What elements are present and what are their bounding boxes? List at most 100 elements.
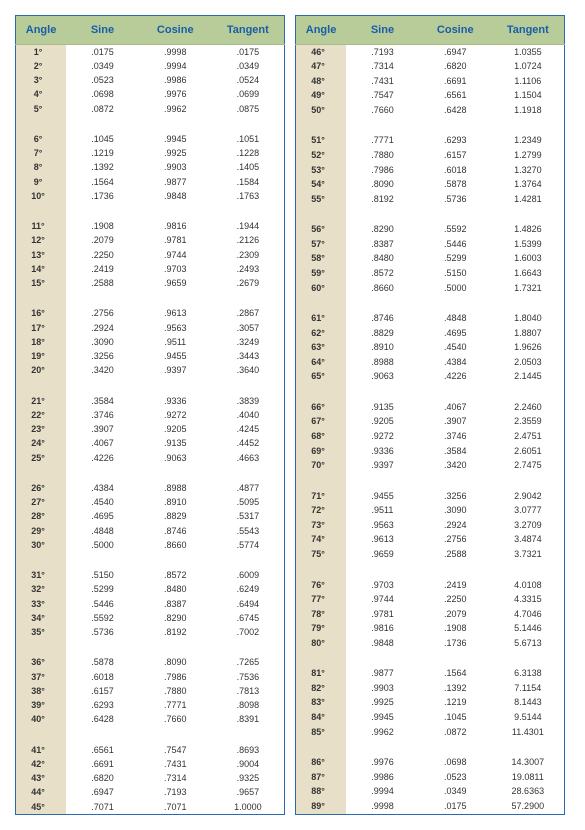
cosine-cell: .8829 [139, 510, 212, 524]
tangent-cell: .5317 [212, 510, 285, 524]
table-row: 52°.7880.61571.2799 [296, 148, 565, 163]
cosine-cell: .9994 [139, 59, 212, 73]
cosine-cell: .3746 [419, 429, 492, 444]
table-row: 37°.6018.7986.7536 [16, 670, 285, 684]
angle-cell: 50° [296, 103, 347, 118]
table-row: 42°.6691.7431.9004 [16, 757, 285, 771]
cosine-cell: .9998 [139, 45, 212, 60]
tangent-cell: 1.8807 [492, 326, 565, 341]
table-row: 73°.9563.29243.2709 [296, 518, 565, 533]
tangent-cell: .2679 [212, 277, 285, 291]
sine-cell: .7986 [346, 163, 419, 178]
cosine-cell: .3256 [419, 489, 492, 504]
sine-cell: .7547 [346, 89, 419, 104]
sine-cell: .9816 [346, 622, 419, 637]
tangent-cell: .7265 [212, 656, 285, 670]
sine-cell: .0872 [66, 102, 139, 116]
table-row: 60°.8660.50001.7321 [296, 281, 565, 296]
tangent-cell: .5774 [212, 538, 285, 552]
table-row: 9°.1564.9877.1584 [16, 175, 285, 189]
cosine-cell: .7314 [139, 772, 212, 786]
cosine-cell: .5000 [419, 281, 492, 296]
cosine-cell: .9659 [139, 277, 212, 291]
tangent-cell: 2.6051 [492, 444, 565, 459]
table-row: 25°.4226.9063.4663 [16, 451, 285, 465]
cosine-cell: .4384 [419, 355, 492, 370]
cosine-cell: .9455 [139, 350, 212, 364]
tangent-cell: 2.3559 [492, 415, 565, 430]
sine-cell: .6293 [66, 699, 139, 713]
cosine-cell: .9986 [139, 74, 212, 88]
tangent-cell: .2309 [212, 248, 285, 262]
angle-cell: 84° [296, 710, 347, 725]
header-cosine: Cosine [139, 16, 212, 45]
tangent-cell: 3.0777 [492, 504, 565, 519]
cosine-cell: .4848 [419, 311, 492, 326]
tangent-cell: 1.0355 [492, 45, 565, 60]
cosine-cell: .1219 [419, 696, 492, 711]
table-row: 13°.2250.9744.2309 [16, 248, 285, 262]
table-row: 56°.8290.55921.4826 [296, 223, 565, 238]
cosine-cell: .8290 [139, 611, 212, 625]
cosine-cell: .7193 [139, 786, 212, 800]
tangent-cell: .4452 [212, 437, 285, 451]
tangent-cell: 1.2349 [492, 134, 565, 149]
angle-cell: 31° [16, 569, 67, 583]
tangent-cell: .5543 [212, 524, 285, 538]
sine-cell: .9744 [346, 592, 419, 607]
angle-cell: 79° [296, 622, 347, 637]
table-row: 6°.1045.9945.1051 [16, 132, 285, 146]
tangent-cell: .0875 [212, 102, 285, 116]
tangent-cell: .6249 [212, 583, 285, 597]
table-row: 49°.7547.65611.1504 [296, 89, 565, 104]
angle-cell: 78° [296, 607, 347, 622]
cosine-cell: .4540 [419, 341, 492, 356]
sine-cell: .1736 [66, 189, 139, 203]
angle-cell: 60° [296, 281, 347, 296]
angle-cell: 14° [16, 262, 67, 276]
sine-cell: .6820 [66, 772, 139, 786]
sine-cell: .5000 [66, 538, 139, 552]
sine-cell: .7771 [346, 134, 419, 149]
sine-cell: .6157 [66, 684, 139, 698]
cosine-cell: .5299 [419, 252, 492, 267]
angle-cell: 61° [296, 311, 347, 326]
cosine-cell: .6947 [419, 45, 492, 60]
angle-cell: 46° [296, 45, 347, 60]
tangent-cell: 1.1504 [492, 89, 565, 104]
tangent-cell: 5.1446 [492, 622, 565, 637]
cosine-cell: .9962 [139, 102, 212, 116]
tangent-cell: 7.1154 [492, 681, 565, 696]
sine-cell: .3746 [66, 408, 139, 422]
cosine-cell: .3090 [419, 504, 492, 519]
table-row: 22°.3746.9272.4040 [16, 408, 285, 422]
table-header-row: Angle Sine Cosine Tangent [16, 16, 285, 45]
tangent-cell: 4.3315 [492, 592, 565, 607]
sine-cell: .9272 [346, 429, 419, 444]
tangent-cell: 2.4751 [492, 429, 565, 444]
tangent-cell: 14.3007 [492, 756, 565, 771]
header-tangent: Tangent [212, 16, 285, 45]
sine-cell: .1045 [66, 132, 139, 146]
tangent-cell: 2.9042 [492, 489, 565, 504]
sine-cell: .3420 [66, 364, 139, 378]
tangent-cell: 6.3138 [492, 667, 565, 682]
tangent-cell: 1.6003 [492, 252, 565, 267]
cosine-cell: .6820 [419, 60, 492, 75]
angle-cell: 7° [16, 147, 67, 161]
table-gap-row [296, 295, 565, 311]
angle-cell: 45° [16, 800, 67, 815]
sine-cell: .2924 [66, 321, 139, 335]
angle-cell: 32° [16, 583, 67, 597]
angle-cell: 27° [16, 496, 67, 510]
cosine-cell: .8090 [139, 656, 212, 670]
table-row: 30°.5000.8660.5774 [16, 538, 285, 552]
angle-cell: 12° [16, 234, 67, 248]
cosine-cell: .2924 [419, 518, 492, 533]
sine-cell: .5446 [66, 597, 139, 611]
trig-table-right: Angle Sine Cosine Tangent 46°.7193.69471… [295, 15, 565, 815]
tangent-cell: 11.4301 [492, 725, 565, 740]
angle-cell: 20° [16, 364, 67, 378]
sine-cell: .3090 [66, 335, 139, 349]
tangent-cell: 28.6363 [492, 785, 565, 800]
